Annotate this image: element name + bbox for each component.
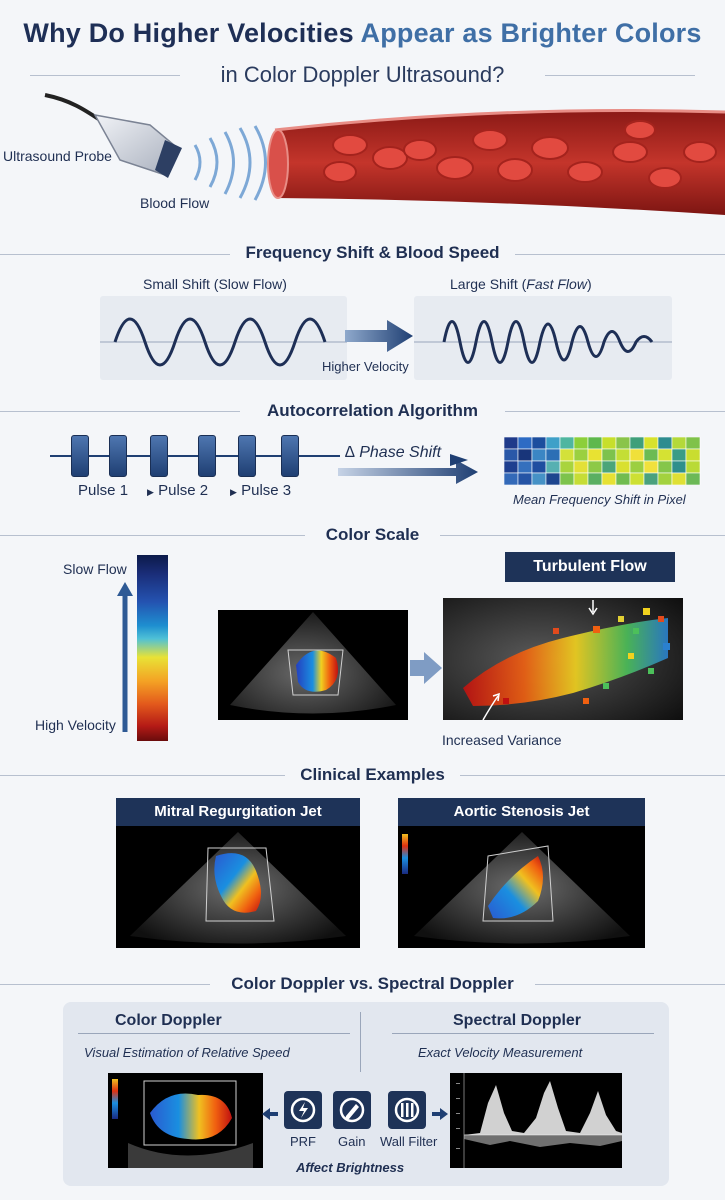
ultrasound-waves-icon <box>193 125 267 201</box>
prf-icon[interactable] <box>284 1091 322 1129</box>
pulse-1-label: Pulse 1 <box>78 482 129 499</box>
page-subtitle: in Color Doppler Ultrasound? <box>220 62 505 87</box>
autocorrelation-section-heading: Autocorrelation Algorithm <box>240 401 505 421</box>
pulse-3-label: ▶ Pulse 3 <box>230 482 292 499</box>
spectral-doppler-image <box>450 1073 622 1168</box>
color-scale-bar <box>137 555 168 741</box>
pulse-bar <box>238 435 256 477</box>
color-scale-heading: Color Scale <box>305 525 440 545</box>
arrow-right-icon <box>345 320 413 352</box>
comparison-divider <box>360 1012 361 1072</box>
increased-variance-label: Increased Variance <box>442 732 562 748</box>
pixel-label: Mean Frequency Shift in Pixel <box>513 492 686 507</box>
aortic-jet-image <box>398 826 645 948</box>
probe-icon <box>93 113 182 178</box>
arrow-right-icon <box>410 652 442 684</box>
pulse-2-label: ▶ Pulse 2 <box>147 482 209 499</box>
pulse-bar <box>281 435 299 477</box>
title-rule-left <box>30 75 180 76</box>
clinical-section-heading: Clinical Examples <box>285 765 460 785</box>
gain-icon[interactable] <box>333 1091 371 1129</box>
slow-waveform <box>100 317 347 367</box>
high-velocity-label: High Velocity <box>35 717 116 733</box>
aortic-label: Aortic Stenosis Jet <box>398 798 645 826</box>
phase-shift-label: ∆ Phase Shift <box>345 444 442 461</box>
turbulent-flow-image <box>443 598 683 720</box>
doppler-image-small <box>218 610 408 720</box>
large-shift-label: Large Shift (Fast Flow) <box>450 276 592 292</box>
red-blood-cells <box>323 120 717 189</box>
prf-label: PRF <box>290 1134 316 1149</box>
variance-pixels <box>503 608 670 704</box>
pulse-bar <box>109 435 127 477</box>
color-doppler-subtitle: Visual Estimation of Relative Speed <box>84 1045 290 1060</box>
slow-wave-panel <box>100 296 347 380</box>
fast-wave-panel <box>414 296 672 380</box>
arrow-left-icon <box>262 1108 278 1120</box>
color-doppler-title: Color Doppler <box>115 1012 222 1029</box>
pulse-bar <box>71 435 89 477</box>
color-doppler-rule <box>78 1033 350 1034</box>
fast-waveform <box>414 320 672 364</box>
pulse-bar <box>150 435 168 477</box>
frequency-section-heading: Frequency Shift & Blood Speed <box>230 243 515 263</box>
gain-label: Gain <box>338 1134 366 1149</box>
pulse-timeline <box>50 455 340 457</box>
spectral-doppler-title: Spectral Doppler <box>453 1012 582 1029</box>
mitral-jet-image <box>116 826 360 948</box>
phase-arrow-icon <box>338 454 478 484</box>
arrow-right-icon <box>432 1108 448 1120</box>
spectral-doppler-rule <box>392 1033 654 1034</box>
wall-filter-label: Wall Filter <box>380 1134 438 1149</box>
blood-vessel <box>267 108 725 215</box>
comparison-section-heading: Color Doppler vs. Spectral Doppler <box>210 974 535 994</box>
spectral-doppler-subtitle: Exact Velocity Measurement <box>418 1045 583 1060</box>
pulse-bar <box>198 435 216 477</box>
pixel-heatmap <box>504 437 701 485</box>
probe-vessel-illustration <box>44 93 725 215</box>
arrow-up-icon <box>117 582 133 732</box>
title-rule-right <box>545 75 695 76</box>
wall-filter-icon[interactable] <box>388 1091 426 1129</box>
probe-cable <box>44 93 102 122</box>
probe-label: Ultrasound Probe <box>3 148 112 164</box>
mitral-label: Mitral Regurgitation Jet <box>116 798 360 826</box>
page-title: Why Do Higher Velocities Appear as Brigh… <box>23 18 702 48</box>
color-doppler-image <box>108 1073 263 1168</box>
small-shift-label: Small Shift (Slow Flow) <box>143 276 287 292</box>
turbulent-flow-badge: Turbulent Flow <box>505 552 675 582</box>
higher-velocity-label: Higher Velocity <box>322 359 409 374</box>
blood-flow-label: Blood Flow <box>140 195 210 211</box>
affect-brightness-label: Affect Brightness <box>296 1160 405 1175</box>
slow-flow-label: Slow Flow <box>63 561 127 577</box>
